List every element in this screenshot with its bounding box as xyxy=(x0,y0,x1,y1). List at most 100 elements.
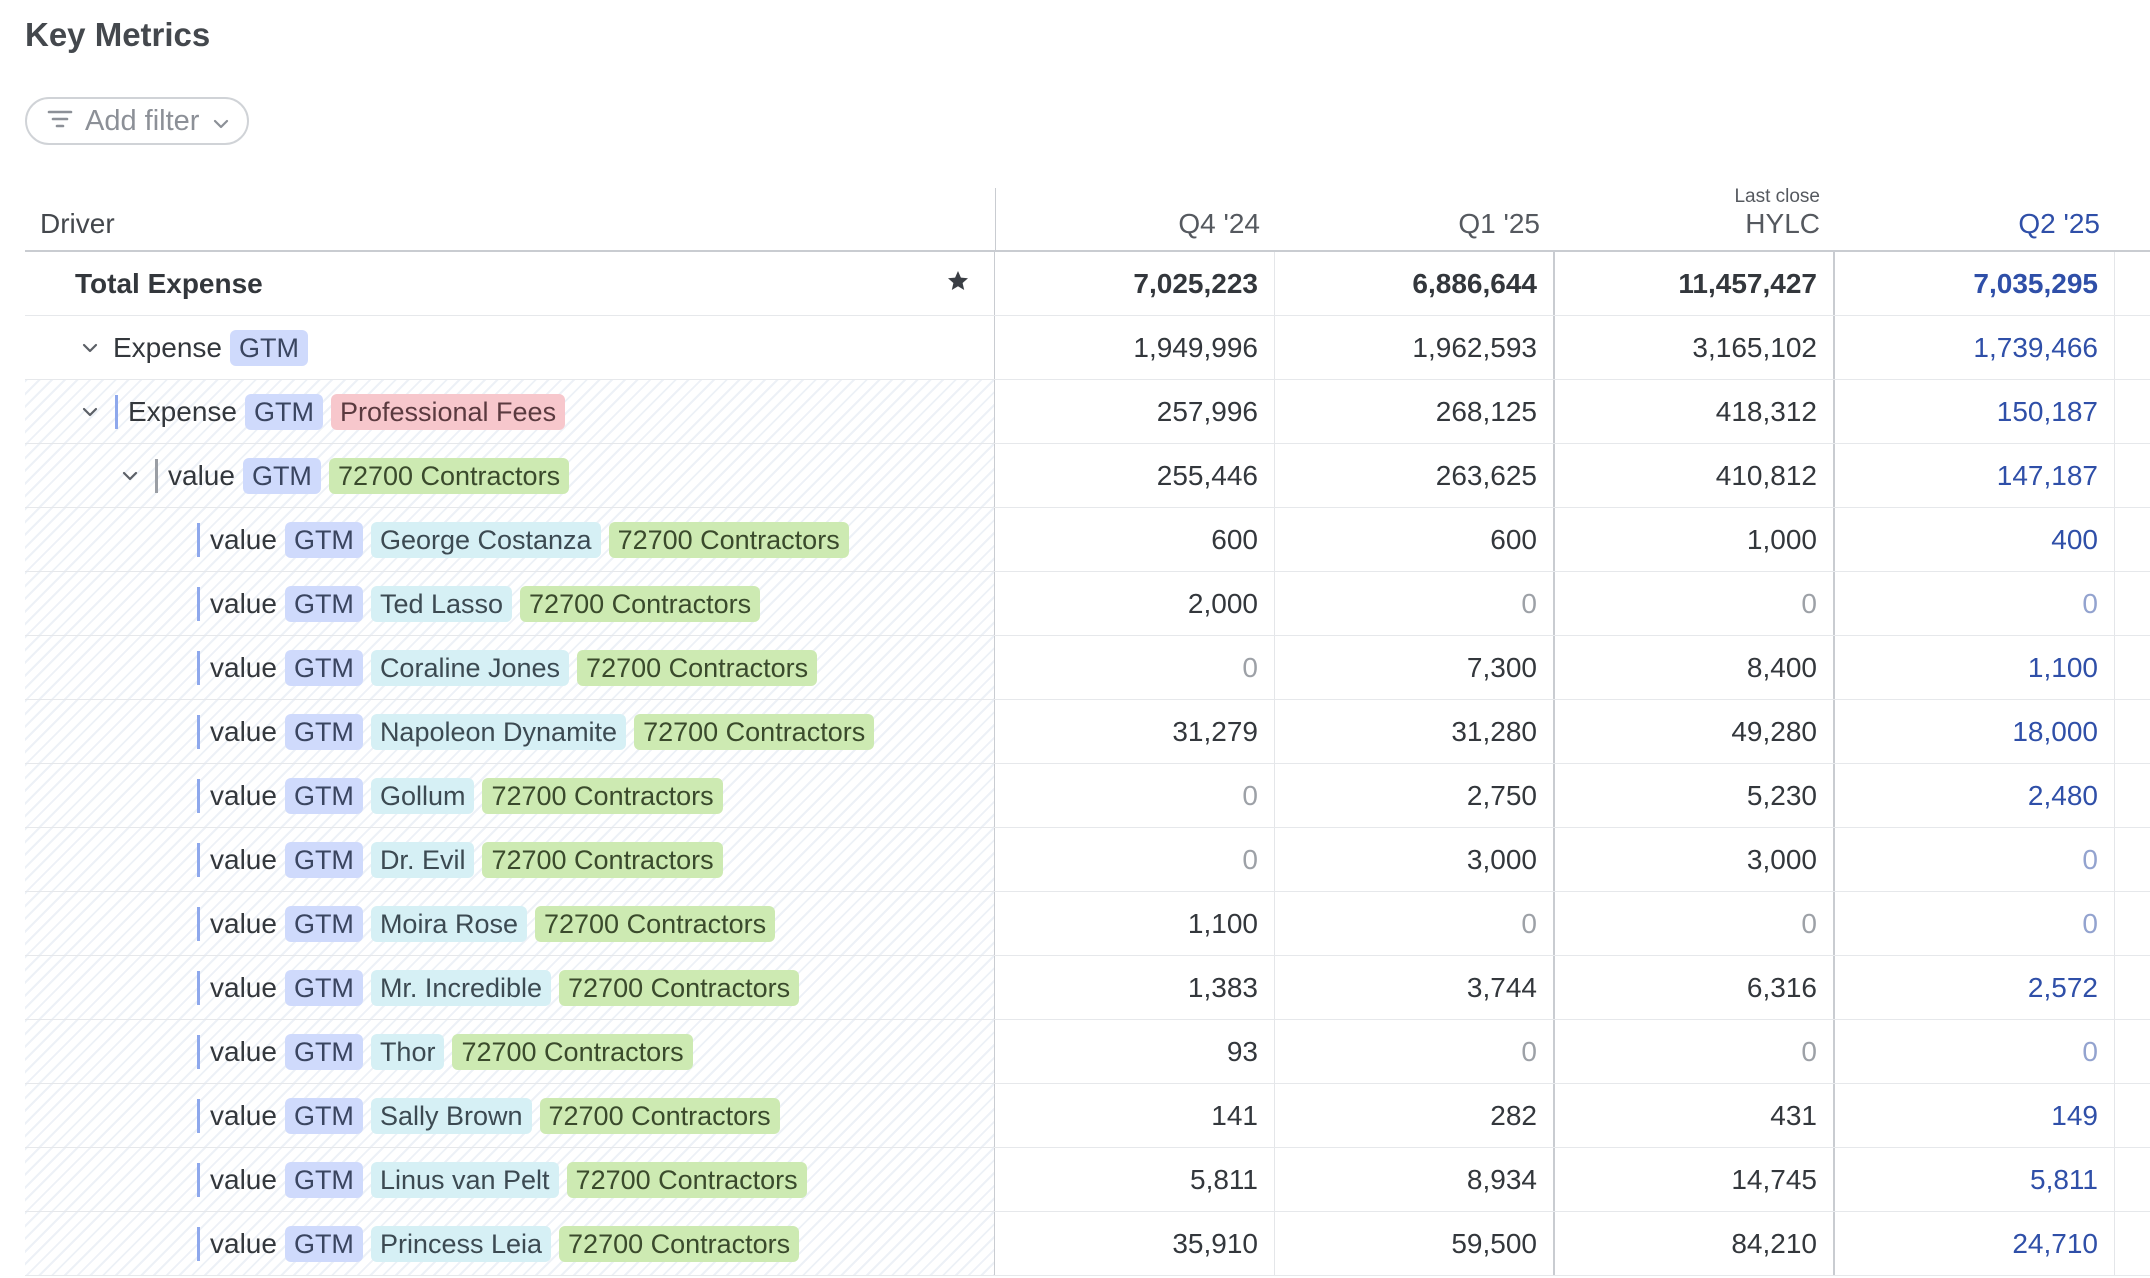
cell-q2-25[interactable]: 0 xyxy=(1835,828,2115,891)
tag-person[interactable]: Moira Rose xyxy=(370,905,527,942)
column-header-q4-24[interactable]: Q4 '24 xyxy=(1178,208,1260,239)
cell-q1-25[interactable]: 7,300 xyxy=(1275,636,1555,699)
cell-q1-25[interactable]: 0 xyxy=(1275,892,1555,955)
tag-person[interactable]: Napoleon Dynamite xyxy=(370,713,627,750)
cell-q4-24[interactable]: 5,811 xyxy=(995,1148,1275,1211)
cell-hylc[interactable]: 3,165,102 xyxy=(1555,316,1835,379)
cell-q1-25[interactable]: 282 xyxy=(1275,1084,1555,1147)
cell-q4-24[interactable]: 1,949,996 xyxy=(995,316,1275,379)
cell-q2-25[interactable]: 18,000 xyxy=(1835,700,2115,763)
table-row-expense-professional-fees[interactable]: Expense GTM Professional Fees 257,996 26… xyxy=(25,380,2150,444)
cell-q2-25[interactable]: 147,187 xyxy=(1835,444,2115,507)
cell-hylc[interactable]: 14,745 xyxy=(1555,1148,1835,1211)
cell-q1-25[interactable]: 3,744 xyxy=(1275,956,1555,1019)
table-row-expense-gtm[interactable]: Expense GTM 1,949,996 1,962,593 3,165,10… xyxy=(25,316,2150,380)
tag-person[interactable]: Linus van Pelt xyxy=(370,1161,559,1198)
cell-q4-24[interactable]: 1,383 xyxy=(995,956,1275,1019)
column-header-hylc[interactable]: HYLC xyxy=(1745,208,1820,239)
tag-gtm[interactable]: GTM xyxy=(284,841,363,878)
tag-person[interactable]: Princess Leia xyxy=(370,1225,552,1262)
cell-q4-24[interactable]: 31,279 xyxy=(995,700,1275,763)
tag-contractors[interactable]: 72700 Contractors xyxy=(559,1225,800,1262)
table-row[interactable]: value GTM Ted Lasso 72700 Contractors 2,000 0… xyxy=(25,572,2150,636)
cell-hylc[interactable]: 3,000 xyxy=(1555,828,1835,891)
tag-contractors[interactable]: 72700 Contractors xyxy=(608,521,849,558)
tag-gtm[interactable]: GTM xyxy=(229,329,308,366)
cell-q1-25[interactable]: 263,625 xyxy=(1275,444,1555,507)
tag-gtm[interactable]: GTM xyxy=(284,1225,363,1262)
tag-contractors[interactable]: 72700 Contractors xyxy=(566,1161,807,1198)
tag-gtm[interactable]: GTM xyxy=(284,585,363,622)
tag-person[interactable]: Sally Brown xyxy=(370,1097,532,1134)
cell-q2-25[interactable]: 0 xyxy=(1835,572,2115,635)
table-row[interactable]: value GTM Mr. Incredible 72700 Contractors 1… xyxy=(25,956,2150,1020)
cell-q2-25[interactable]: 150,187 xyxy=(1835,380,2115,443)
cell-hylc[interactable]: 431 xyxy=(1555,1084,1835,1147)
cell-q2-25[interactable]: 0 xyxy=(1835,1020,2115,1083)
cell-hylc[interactable]: 0 xyxy=(1555,892,1835,955)
tag-gtm[interactable]: GTM xyxy=(284,1161,363,1198)
tag-contractors[interactable]: 72700 Contractors xyxy=(482,777,723,814)
cell-q1-25[interactable]: 8,934 xyxy=(1275,1148,1555,1211)
cell-q1-25[interactable]: 0 xyxy=(1275,572,1555,635)
cell-q2-25[interactable]: 149 xyxy=(1835,1084,2115,1147)
cell-q4-24[interactable]: 0 xyxy=(995,636,1275,699)
cell-q2-25[interactable]: 2,572 xyxy=(1835,956,2115,1019)
chevron-down-icon[interactable] xyxy=(75,342,105,354)
table-row-total-expense[interactable]: Total Expense 7,025,223 6,886,644 11,457… xyxy=(25,252,2150,316)
cell-q4-24[interactable]: 600 xyxy=(995,508,1275,571)
table-row[interactable]: value GTM Dr. Evil 72700 Contractors 0 3,000 3… xyxy=(25,828,2150,892)
cell-q2-25[interactable]: 7,035,295 xyxy=(1835,252,2115,315)
column-header-driver[interactable]: Driver xyxy=(40,208,115,239)
tag-contractors[interactable]: 72700 Contractors xyxy=(520,585,761,622)
tag-gtm[interactable]: GTM xyxy=(284,777,363,814)
tag-contractors[interactable]: 72700 Contractors xyxy=(534,905,776,942)
table-row[interactable]: value GTM Moira Rose 72700 Contractors 1,100… xyxy=(25,892,2150,956)
table-row[interactable]: value GTM Linus van Pelt 72700 Contractors 5… xyxy=(25,1148,2150,1212)
cell-q2-25[interactable]: 2,480 xyxy=(1835,764,2115,827)
tag-person[interactable]: Dr. Evil xyxy=(370,841,475,878)
table-row-value-contractors[interactable]: value GTM 72700 Contractors 255,446 263,… xyxy=(25,444,2150,508)
tag-person[interactable]: Coraline Jones xyxy=(370,649,570,686)
cell-q1-25[interactable]: 6,886,644 xyxy=(1275,252,1555,315)
cell-q4-24[interactable]: 35,910 xyxy=(995,1212,1275,1275)
tag-gtm[interactable]: GTM xyxy=(284,1097,363,1134)
tag-contractors[interactable]: 72700 Contractors xyxy=(634,713,875,750)
star-icon[interactable] xyxy=(946,268,970,300)
tag-contractors[interactable]: 72700 Contractors xyxy=(539,1097,780,1134)
tag-person[interactable]: Thor xyxy=(370,1033,445,1070)
cell-q4-24[interactable]: 0 xyxy=(995,764,1275,827)
tag-person[interactable]: Mr. Incredible xyxy=(370,969,552,1006)
table-row[interactable]: value GTM George Costanza 72700 Contractors… xyxy=(25,508,2150,572)
cell-hylc[interactable]: 1,000 xyxy=(1555,508,1835,571)
tag-gtm[interactable]: GTM xyxy=(284,969,363,1006)
cell-hylc[interactable]: 5,230 xyxy=(1555,764,1835,827)
cell-q1-25[interactable]: 600 xyxy=(1275,508,1555,571)
tag-contractors[interactable]: 72700 Contractors xyxy=(559,969,800,1006)
tag-gtm[interactable]: GTM xyxy=(284,713,363,750)
cell-hylc[interactable]: 84,210 xyxy=(1555,1212,1835,1275)
cell-q1-25[interactable]: 2,750 xyxy=(1275,764,1555,827)
cell-q2-25[interactable]: 1,100 xyxy=(1835,636,2115,699)
cell-q4-24[interactable]: 141 xyxy=(995,1084,1275,1147)
tag-person[interactable]: Gollum xyxy=(370,777,475,814)
table-row[interactable]: value GTM Sally Brown 72700 Contractors 141 2… xyxy=(25,1084,2150,1148)
cell-q4-24[interactable]: 255,446 xyxy=(995,444,1275,507)
table-row[interactable]: value GTM Thor 72700 Contractors 93 0 0 0 xyxy=(25,1020,2150,1084)
cell-q4-24[interactable]: 1,100 xyxy=(995,892,1275,955)
cell-hylc[interactable]: 410,812 xyxy=(1555,444,1835,507)
cell-q4-24[interactable]: 2,000 xyxy=(995,572,1275,635)
cell-q4-24[interactable]: 257,996 xyxy=(995,380,1275,443)
cell-q1-25[interactable]: 3,000 xyxy=(1275,828,1555,891)
cell-q1-25[interactable]: 0 xyxy=(1275,1020,1555,1083)
table-row[interactable]: value GTM Princess Leia 72700 Contractors 35… xyxy=(25,1212,2150,1276)
cell-q2-25[interactable]: 1,739,466 xyxy=(1835,316,2115,379)
cell-hylc[interactable]: 49,280 xyxy=(1555,700,1835,763)
cell-hylc[interactable]: 418,312 xyxy=(1555,380,1835,443)
cell-q1-25[interactable]: 59,500 xyxy=(1275,1212,1555,1275)
cell-q2-25[interactable]: 5,811 xyxy=(1835,1148,2115,1211)
tag-gtm[interactable]: GTM xyxy=(242,457,321,494)
column-header-q1-25[interactable]: Q1 '25 xyxy=(1458,208,1540,239)
add-filter-button[interactable]: Add filter xyxy=(25,97,249,145)
tag-gtm[interactable]: GTM xyxy=(284,521,363,558)
